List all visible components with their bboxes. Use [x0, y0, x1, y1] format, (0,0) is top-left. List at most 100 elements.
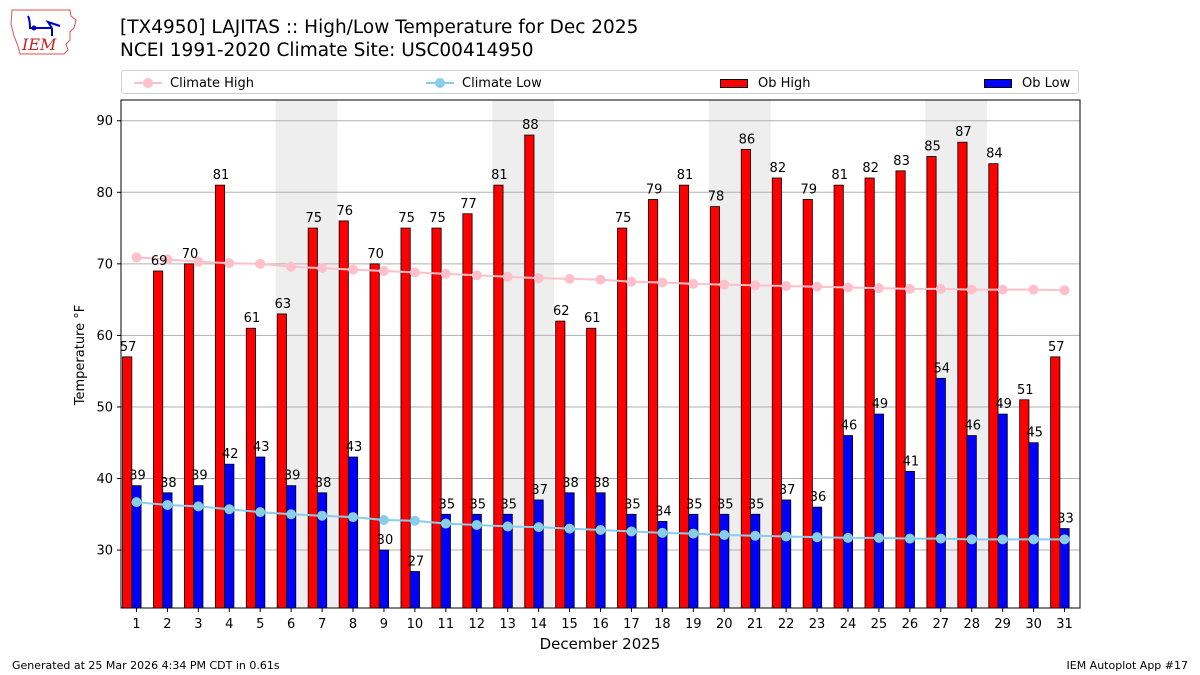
ob-high-value-label: 62 — [553, 304, 570, 319]
ob-high-bar — [617, 227, 628, 609]
ob-low-value-label: 54 — [934, 361, 951, 376]
climate-low-point — [966, 534, 977, 545]
climate-high-point — [873, 283, 884, 294]
climate-low-point — [595, 525, 606, 536]
climate-high-point — [440, 268, 451, 279]
ob-high-value-label: 77 — [460, 197, 477, 212]
ob-low-value-label: 27 — [408, 555, 425, 570]
ob-high-value-label: 84 — [986, 147, 1003, 162]
ob-low-value-label: 37 — [531, 483, 548, 498]
legend-patch-ob-low — [984, 78, 1012, 88]
climate-high-point — [224, 258, 235, 269]
ob-low-value-label: 49 — [872, 397, 889, 412]
x-tick-label: 6 — [287, 617, 295, 632]
ob-high-value-label: 75 — [398, 211, 415, 226]
ob-high-bar — [926, 156, 937, 609]
ob-high-bar — [678, 184, 690, 609]
climate-low-point — [626, 526, 637, 537]
chart-legend: Climate High Climate Low Ob High Ob Low — [121, 70, 1079, 94]
x-tick-label: 2 — [163, 617, 171, 632]
climate-low-point — [533, 522, 544, 533]
ob-low-value-label: 38 — [562, 476, 579, 491]
climate-high-point — [193, 256, 204, 267]
climate-high-point — [935, 283, 946, 294]
climate-low-point — [812, 532, 823, 543]
app-credit: IEM Autoplot App #17 — [1066, 659, 1189, 672]
ob-high-value-label: 69 — [151, 254, 168, 269]
ob-low-bar — [286, 485, 297, 609]
climate-high-point — [904, 283, 915, 294]
ob-high-value-label: 88 — [522, 118, 539, 133]
ob-low-bar — [317, 492, 328, 609]
legend-marker-climate-low — [426, 74, 454, 92]
ob-low-bar — [750, 513, 761, 609]
climate-low-point — [688, 528, 699, 539]
climate-low-point — [440, 518, 451, 529]
ob-low-value-label: 41 — [903, 454, 920, 469]
ob-high-bar — [214, 184, 226, 609]
climate-high-point — [750, 280, 761, 291]
chart-subtitle: NCEI 1991-2020 Climate Site: USC00414950 — [120, 40, 534, 61]
climate-low-point — [750, 530, 761, 541]
iem-logo: IEM — [10, 9, 77, 55]
climate-high-point — [812, 281, 823, 292]
climate-low-point — [1059, 534, 1070, 545]
logo-text: IEM — [21, 35, 57, 54]
ob-low-value-label: 35 — [439, 497, 456, 512]
ob-low-value-label: 39 — [284, 469, 301, 484]
ob-high-value-label: 85 — [924, 140, 941, 155]
y-tick-label: 40 — [96, 472, 113, 487]
station-dot-icon — [31, 25, 37, 31]
climate-low-point — [719, 530, 730, 541]
x-axis-label: December 2025 — [540, 635, 661, 653]
x-tick-label: 14 — [530, 617, 547, 632]
climate-low-point — [842, 532, 853, 543]
ob-high-value-label: 51 — [1017, 383, 1034, 398]
ob-high-bar — [245, 327, 256, 609]
ob-high-value-label: 75 — [615, 211, 632, 226]
climate-high-point — [131, 252, 142, 263]
plot-frame — [120, 99, 1081, 609]
x-tick-label: 7 — [318, 617, 326, 632]
ob-low-bar — [162, 492, 173, 609]
ob-high-bar — [833, 184, 844, 609]
ob-low-value-label: 38 — [160, 476, 177, 491]
x-tick-label: 31 — [1056, 617, 1073, 632]
climate-low-point — [224, 504, 235, 515]
ob-low-value-label: 34 — [655, 504, 672, 519]
ob-high-bar — [276, 313, 287, 609]
ob-low-value-label: 49 — [995, 397, 1012, 412]
climate-high-point — [1059, 285, 1070, 296]
climate-high-point — [502, 271, 513, 282]
ob-low-bar — [688, 513, 699, 609]
climate-low-point — [409, 515, 420, 526]
chart-title: [TX4950] LAJITAS :: High/Low Temperature… — [120, 17, 639, 38]
ob-low-bar — [873, 413, 884, 609]
y-tick-label: 70 — [96, 257, 113, 272]
legend-marker-climate-high — [134, 74, 162, 92]
ob-high-bar — [864, 177, 875, 609]
legend-label-climate-low: Climate Low — [462, 75, 542, 91]
climate-low-point — [471, 520, 482, 531]
ob-high-value-label: 57 — [1048, 340, 1065, 355]
ob-high-value-label: 82 — [770, 161, 787, 176]
x-tick-label: 4 — [225, 617, 233, 632]
climate-high-point — [471, 270, 482, 281]
x-tick-label: 11 — [438, 617, 455, 632]
climate-low-point — [286, 509, 297, 520]
ob-low-value-label: 46 — [964, 419, 981, 434]
x-tick-label: 30 — [1025, 617, 1042, 632]
ob-high-bar — [307, 227, 318, 609]
climate-low-point — [564, 523, 575, 534]
ob-low-bar — [966, 435, 977, 609]
ob-high-value-label: 75 — [306, 211, 323, 226]
ob-low-value-label: 38 — [593, 476, 610, 491]
ob-low-value-label: 35 — [686, 497, 703, 512]
ob-high-bar — [555, 320, 566, 609]
legend-label-ob-high: Ob High — [758, 75, 811, 91]
ob-low-bar — [409, 571, 420, 609]
ob-low-value-label: 43 — [346, 440, 363, 455]
x-tick-label: 21 — [747, 617, 764, 632]
x-tick-label: 12 — [468, 617, 485, 632]
climate-high-point — [595, 274, 606, 285]
